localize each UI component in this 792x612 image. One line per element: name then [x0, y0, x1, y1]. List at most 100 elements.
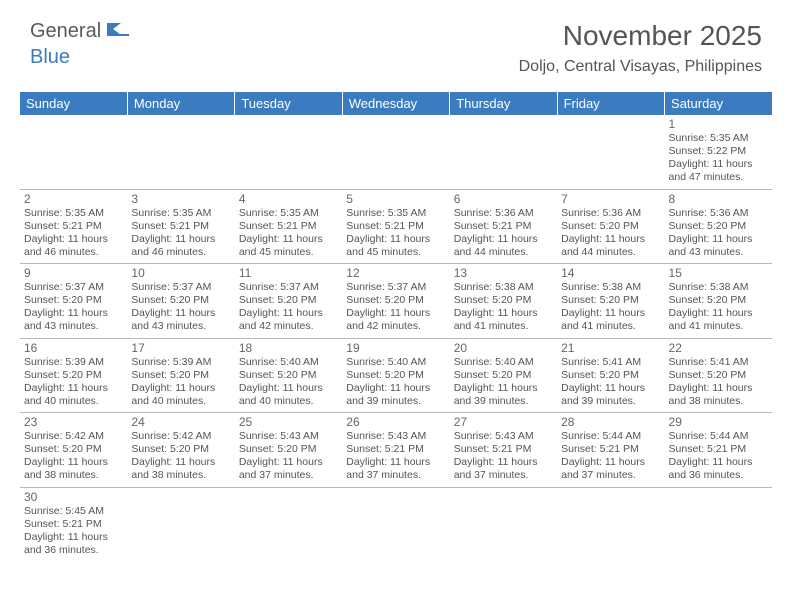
- calendar-row: 23Sunrise: 5:42 AMSunset: 5:20 PMDayligh…: [20, 413, 772, 488]
- calendar-cell: 25Sunrise: 5:43 AMSunset: 5:20 PMDayligh…: [235, 413, 342, 488]
- day-number: 9: [24, 266, 123, 280]
- weekday-header: Friday: [557, 92, 664, 115]
- logo-word2: Blue: [30, 46, 70, 68]
- day-detail: Sunrise: 5:40 AMSunset: 5:20 PMDaylight:…: [454, 356, 553, 409]
- calendar-cell: 8Sunrise: 5:36 AMSunset: 5:20 PMDaylight…: [665, 189, 772, 264]
- calendar-cell: 15Sunrise: 5:38 AMSunset: 5:20 PMDayligh…: [665, 264, 772, 339]
- day-number: 4: [239, 192, 338, 206]
- day-number: 1: [669, 117, 768, 131]
- day-number: 29: [669, 415, 768, 429]
- calendar-row: 1Sunrise: 5:35 AMSunset: 5:22 PMDaylight…: [20, 115, 772, 189]
- day-detail: Sunrise: 5:37 AMSunset: 5:20 PMDaylight:…: [24, 281, 123, 334]
- day-number: 19: [346, 341, 445, 355]
- calendar-cell: 3Sunrise: 5:35 AMSunset: 5:21 PMDaylight…: [127, 189, 234, 264]
- month-title: November 2025: [519, 20, 762, 52]
- calendar-cell: 2Sunrise: 5:35 AMSunset: 5:21 PMDaylight…: [20, 189, 127, 264]
- calendar-cell: 18Sunrise: 5:40 AMSunset: 5:20 PMDayligh…: [235, 338, 342, 413]
- day-number: 27: [454, 415, 553, 429]
- calendar-cell: 19Sunrise: 5:40 AMSunset: 5:20 PMDayligh…: [342, 338, 449, 413]
- day-detail: Sunrise: 5:39 AMSunset: 5:20 PMDaylight:…: [24, 356, 123, 409]
- logo-word2-wrap: Blue: [30, 46, 70, 69]
- location: Doljo, Central Visayas, Philippines: [519, 58, 762, 76]
- calendar-cell: 16Sunrise: 5:39 AMSunset: 5:20 PMDayligh…: [20, 338, 127, 413]
- day-detail: Sunrise: 5:43 AMSunset: 5:21 PMDaylight:…: [454, 430, 553, 483]
- calendar-cell: 12Sunrise: 5:37 AMSunset: 5:20 PMDayligh…: [342, 264, 449, 339]
- title-block: November 2025 Doljo, Central Visayas, Ph…: [519, 20, 762, 76]
- logo: General: [30, 20, 131, 43]
- calendar-cell: [557, 487, 664, 561]
- day-number: 30: [24, 490, 123, 504]
- day-number: 21: [561, 341, 660, 355]
- day-number: 26: [346, 415, 445, 429]
- calendar-cell: [127, 115, 234, 189]
- calendar-cell: [20, 115, 127, 189]
- weekday-header: Tuesday: [235, 92, 342, 115]
- day-number: 24: [131, 415, 230, 429]
- day-number: 14: [561, 266, 660, 280]
- day-detail: Sunrise: 5:35 AMSunset: 5:21 PMDaylight:…: [239, 207, 338, 260]
- weekday-header: Saturday: [665, 92, 772, 115]
- day-detail: Sunrise: 5:36 AMSunset: 5:20 PMDaylight:…: [669, 207, 768, 260]
- calendar-row: 2 Sunrise: 5:35 AMSunset: 5:21 PMDaylight…: [20, 189, 772, 264]
- day-number: 25: [239, 415, 338, 429]
- day-number: 22: [669, 341, 768, 355]
- calendar-cell: [450, 487, 557, 561]
- calendar-cell: 27Sunrise: 5:43 AMSunset: 5:21 PMDayligh…: [450, 413, 557, 488]
- calendar-cell: 24Sunrise: 5:42 AMSunset: 5:20 PMDayligh…: [127, 413, 234, 488]
- calendar-cell: [450, 115, 557, 189]
- calendar-cell: 17Sunrise: 5:39 AMSunset: 5:20 PMDayligh…: [127, 338, 234, 413]
- day-detail: Sunrise: 5:45 AMSunset: 5:21 PMDaylight:…: [24, 505, 123, 558]
- day-number: 8: [669, 192, 768, 206]
- day-number: 12: [346, 266, 445, 280]
- calendar-cell: 30Sunrise: 5:45 AMSunset: 5:21 PMDayligh…: [20, 487, 127, 561]
- calendar-cell: [665, 487, 772, 561]
- calendar-cell: 5Sunrise: 5:35 AMSunset: 5:21 PMDaylight…: [342, 189, 449, 264]
- day-detail: Sunrise: 5:44 AMSunset: 5:21 PMDaylight:…: [669, 430, 768, 483]
- calendar-cell: 21Sunrise: 5:41 AMSunset: 5:20 PMDayligh…: [557, 338, 664, 413]
- calendar-cell: 7Sunrise: 5:36 AMSunset: 5:20 PMDaylight…: [557, 189, 664, 264]
- logo-word1: General: [30, 20, 101, 43]
- day-number: 23: [24, 415, 123, 429]
- day-detail: Sunrise: 5:35 AMSunset: 5:21 PMDaylight:…: [346, 207, 445, 260]
- calendar-cell: 6Sunrise: 5:36 AMSunset: 5:21 PMDaylight…: [450, 189, 557, 264]
- day-number: 5: [346, 192, 445, 206]
- calendar-cell: 10Sunrise: 5:37 AMSunset: 5:20 PMDayligh…: [127, 264, 234, 339]
- day-detail: Sunrise: 5:38 AMSunset: 5:20 PMDaylight:…: [561, 281, 660, 334]
- flag-icon: [107, 21, 129, 42]
- calendar-cell: [342, 115, 449, 189]
- day-detail: Sunrise: 5:39 AMSunset: 5:20 PMDaylight:…: [131, 356, 230, 409]
- day-number: 20: [454, 341, 553, 355]
- calendar-cell: 11Sunrise: 5:37 AMSunset: 5:20 PMDayligh…: [235, 264, 342, 339]
- day-number: 10: [131, 266, 230, 280]
- day-detail: Sunrise: 5:41 AMSunset: 5:20 PMDaylight:…: [561, 356, 660, 409]
- day-detail: Sunrise: 5:35 AMSunset: 5:22 PMDaylight:…: [669, 132, 768, 185]
- day-detail: Sunrise: 5:40 AMSunset: 5:20 PMDaylight:…: [239, 356, 338, 409]
- calendar-cell: 4Sunrise: 5:35 AMSunset: 5:21 PMDaylight…: [235, 189, 342, 264]
- calendar-cell: 28Sunrise: 5:44 AMSunset: 5:21 PMDayligh…: [557, 413, 664, 488]
- day-number: 7: [561, 192, 660, 206]
- day-number: 16: [24, 341, 123, 355]
- calendar-cell: [557, 115, 664, 189]
- calendar-cell: 9Sunrise: 5:37 AMSunset: 5:20 PMDaylight…: [20, 264, 127, 339]
- calendar-cell: 26Sunrise: 5:43 AMSunset: 5:21 PMDayligh…: [342, 413, 449, 488]
- day-detail: Sunrise: 5:38 AMSunset: 5:20 PMDaylight:…: [669, 281, 768, 334]
- day-detail: Sunrise: 5:41 AMSunset: 5:20 PMDaylight:…: [669, 356, 768, 409]
- weekday-header-row: SundayMondayTuesdayWednesdayThursdayFrid…: [20, 92, 772, 115]
- calendar-cell: 29Sunrise: 5:44 AMSunset: 5:21 PMDayligh…: [665, 413, 772, 488]
- calendar-row: 30Sunrise: 5:45 AMSunset: 5:21 PMDayligh…: [20, 487, 772, 561]
- calendar-cell: 23Sunrise: 5:42 AMSunset: 5:20 PMDayligh…: [20, 413, 127, 488]
- day-detail: Sunrise: 5:43 AMSunset: 5:21 PMDaylight:…: [346, 430, 445, 483]
- day-number: 6: [454, 192, 553, 206]
- calendar-cell: [342, 487, 449, 561]
- calendar-cell: [127, 487, 234, 561]
- day-number: 17: [131, 341, 230, 355]
- calendar-cell: 22Sunrise: 5:41 AMSunset: 5:20 PMDayligh…: [665, 338, 772, 413]
- day-number: 13: [454, 266, 553, 280]
- weekday-header: Monday: [127, 92, 234, 115]
- calendar-row: 9Sunrise: 5:37 AMSunset: 5:20 PMDaylight…: [20, 264, 772, 339]
- day-number: 2: [24, 192, 123, 206]
- calendar-cell: 1Sunrise: 5:35 AMSunset: 5:22 PMDaylight…: [665, 115, 772, 189]
- calendar-cell: 14Sunrise: 5:38 AMSunset: 5:20 PMDayligh…: [557, 264, 664, 339]
- calendar-cell: [235, 115, 342, 189]
- day-detail: Sunrise: 5:36 AMSunset: 5:20 PMDaylight:…: [561, 207, 660, 260]
